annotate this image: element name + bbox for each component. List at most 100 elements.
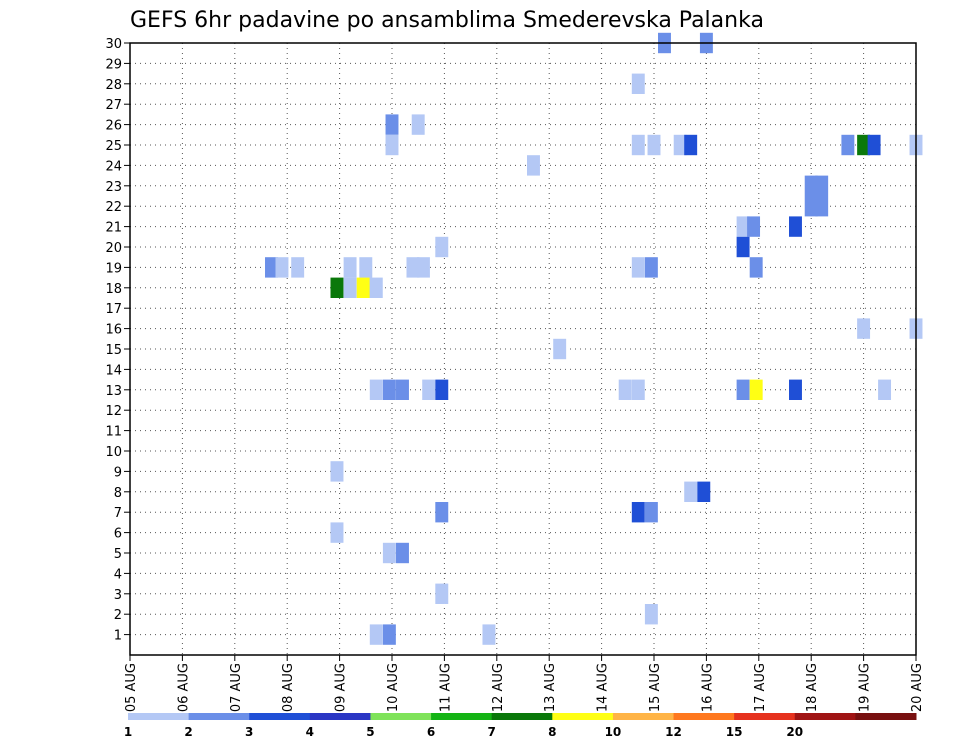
plot-frame <box>129 42 917 656</box>
colorbar-segment <box>552 713 614 720</box>
precip-cell <box>644 257 658 278</box>
y-tick-label: 5 <box>114 547 122 562</box>
precip-cell <box>673 134 687 156</box>
precip-cell <box>330 522 344 543</box>
precip-cell <box>618 379 632 400</box>
y-tick-label: 25 <box>105 139 122 154</box>
precip-cell <box>644 502 658 523</box>
y-tick-label: 29 <box>105 57 122 72</box>
precip-cell <box>553 338 567 360</box>
y-tick-label: 19 <box>105 261 122 276</box>
colorbar-label: 20 <box>786 725 803 739</box>
colorbar-segment <box>128 713 190 720</box>
precip-cell <box>804 196 818 217</box>
precip-cell <box>435 502 449 523</box>
precip-cell <box>857 134 871 156</box>
y-axis: 1234567891011121314151617181920212223242… <box>105 37 130 644</box>
y-tick-label: 13 <box>105 384 122 399</box>
precip-cell <box>330 277 344 298</box>
y-tick-label: 12 <box>105 404 122 419</box>
precip-cell <box>747 216 761 237</box>
precip-cell <box>382 624 396 645</box>
precip-cell <box>369 624 383 645</box>
colorbar-label: 4 <box>306 725 314 739</box>
colorbar-segment <box>370 713 432 720</box>
colorbar-label: 15 <box>726 725 743 739</box>
precip-cell <box>330 461 344 482</box>
precip-cell <box>406 257 420 278</box>
colorbar-segment <box>431 713 493 720</box>
precip-cell <box>369 379 383 400</box>
precip-cell <box>815 196 829 217</box>
precip-cell <box>411 114 425 135</box>
x-tick-label: 16 AUG <box>700 663 715 712</box>
x-tick-label: 15 AUG <box>648 663 663 712</box>
precip-cell <box>867 134 881 156</box>
precip-cell <box>359 257 373 278</box>
y-tick-label: 17 <box>105 302 122 317</box>
y-tick-label: 2 <box>114 608 122 623</box>
precip-cell <box>647 134 661 156</box>
precip-cell <box>631 379 645 400</box>
y-tick-label: 18 <box>105 282 122 297</box>
y-tick-label: 30 <box>105 37 122 52</box>
precip-cell <box>644 604 658 625</box>
precip-cell <box>369 277 383 298</box>
y-tick-label: 16 <box>105 323 122 338</box>
precip-cell <box>396 542 409 564</box>
precip-cell <box>435 583 449 604</box>
colorbar-segment <box>249 713 311 720</box>
y-tick-label: 27 <box>105 98 122 113</box>
y-tick-label: 23 <box>105 180 122 195</box>
precip-cell <box>275 257 289 278</box>
precip-cell <box>697 481 711 502</box>
colorbar-label: 2 <box>184 725 192 739</box>
precip-cell <box>736 379 750 400</box>
precip-cell <box>482 624 496 645</box>
precip-cell <box>343 277 357 298</box>
colorbar-label: 6 <box>427 725 435 739</box>
x-tick-label: 19 AUG <box>858 663 873 712</box>
y-tick-label: 7 <box>114 506 122 521</box>
y-tick-label: 22 <box>105 200 122 215</box>
precip-cell <box>736 216 750 237</box>
colorbar-segment <box>673 713 735 720</box>
precip-cell <box>789 379 802 400</box>
x-tick-label: 12 AUG <box>491 663 506 712</box>
y-tick-label: 20 <box>105 241 122 256</box>
colorbar-label: 3 <box>245 725 253 739</box>
precip-cell <box>631 73 645 94</box>
y-tick-label: 3 <box>114 588 122 603</box>
y-tick-label: 28 <box>105 78 122 93</box>
x-tick-label: 07 AUG <box>229 663 244 712</box>
precip-cell <box>684 481 698 502</box>
y-tick-label: 6 <box>114 527 122 542</box>
precip-cells <box>265 32 923 645</box>
y-tick-label: 9 <box>114 465 122 480</box>
x-tick-label: 20 AUG <box>910 663 925 712</box>
precip-cell <box>385 134 399 156</box>
precip-cell <box>416 257 430 278</box>
precip-cell <box>385 114 399 135</box>
colorbar: 1 2 3 4 5 6 7 8 10 12 15 20 <box>124 713 917 739</box>
precip-cell <box>878 379 892 400</box>
precip-cell <box>815 175 829 196</box>
y-tick-label: 26 <box>105 119 122 134</box>
colorbar-label: 10 <box>605 725 622 739</box>
x-tick-label: 17 AUG <box>753 663 768 712</box>
x-tick-label: 10 AUG <box>386 663 401 712</box>
precip-cell <box>291 257 305 278</box>
y-tick-label: 1 <box>114 629 122 644</box>
x-tick-label: 08 AUG <box>281 663 296 712</box>
y-tick-label: 21 <box>105 221 122 236</box>
precip-cell <box>684 134 698 156</box>
colorbar-segment <box>612 713 675 720</box>
y-tick-label: 11 <box>105 425 122 440</box>
precip-cell <box>857 318 871 339</box>
precip-cell <box>435 236 449 258</box>
precip-cell <box>631 502 645 523</box>
colorbar-segment <box>794 713 856 720</box>
precip-cell <box>841 134 855 156</box>
colorbar-label: 8 <box>548 725 556 739</box>
